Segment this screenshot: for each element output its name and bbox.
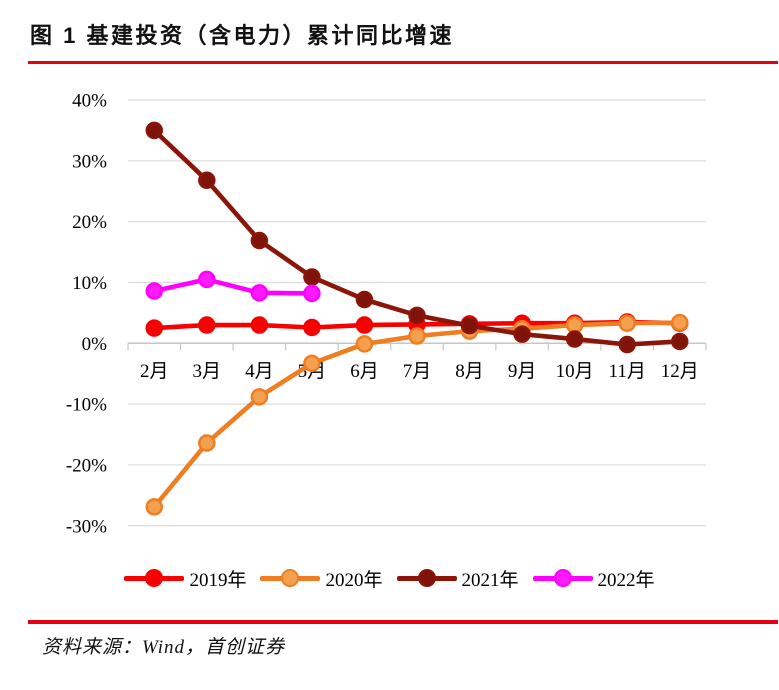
data-point-marker <box>250 316 269 334</box>
legend-label: 2021年 <box>461 569 519 591</box>
legend-marker-icon <box>532 569 593 587</box>
legend-item: 2022年 <box>532 565 655 592</box>
x-tick-label: 7月 <box>403 361 432 382</box>
x-tick-label: 12月 <box>661 361 699 382</box>
data-point-marker <box>198 270 216 289</box>
y-tick-label: 40% <box>72 91 107 112</box>
data-point-marker <box>250 388 269 406</box>
data-point-marker <box>513 325 531 343</box>
data-point-marker <box>355 335 374 353</box>
data-point-marker <box>670 313 689 332</box>
data-point-marker <box>250 284 269 302</box>
x-tick-label: 9月 <box>508 361 537 382</box>
data-point-marker <box>355 316 374 334</box>
data-point-marker <box>250 231 269 250</box>
legend-marker-icon <box>396 569 457 587</box>
data-point-marker <box>618 314 636 332</box>
legend-marker-icon <box>124 569 185 587</box>
data-point-marker <box>355 290 374 309</box>
data-point-marker <box>303 284 321 303</box>
data-point-marker <box>145 121 164 140</box>
legend-label: 2022年 <box>597 569 655 591</box>
footer-rule <box>28 620 778 624</box>
legend-item: 2019年 <box>124 565 246 592</box>
x-tick-label: 3月 <box>193 361 222 382</box>
x-tick-label: 4月 <box>245 361 274 382</box>
x-tick-label: 2月 <box>140 361 169 382</box>
data-point-marker <box>303 354 321 373</box>
y-tick-label: -20% <box>66 455 107 476</box>
legend-marker-icon <box>260 569 321 587</box>
data-point-marker <box>198 171 216 190</box>
y-tick-label: 30% <box>72 151 107 172</box>
y-tick-label: -10% <box>66 395 107 416</box>
x-tick-label: 6月 <box>350 361 379 382</box>
data-point-marker <box>145 282 164 300</box>
data-point-marker <box>460 316 479 335</box>
chart-legend: 2019年 2020年 2021年 2022年 <box>0 560 779 596</box>
x-tick-label: 8月 <box>455 361 484 382</box>
data-point-marker <box>670 332 689 351</box>
data-point-marker <box>565 330 584 348</box>
data-point-marker <box>198 316 216 334</box>
y-tick-label: 20% <box>72 212 107 233</box>
x-tick-label: 10月 <box>556 361 594 382</box>
y-tick-label: 10% <box>72 273 107 294</box>
data-point-marker <box>145 498 164 516</box>
legend-item: 2020年 <box>260 565 383 592</box>
data-point-marker <box>303 318 321 337</box>
data-point-marker <box>408 306 426 325</box>
x-tick-label: 11月 <box>609 361 646 382</box>
data-point-marker <box>303 268 321 286</box>
legend-item: 2021年 <box>396 565 519 592</box>
figure-title: 图 1 基建投资（含电力）累计同比增速 <box>30 23 454 48</box>
data-point-marker <box>198 434 216 452</box>
legend-label: 2020年 <box>325 569 383 591</box>
source-note: 资料来源：Wind，首创证券 <box>42 637 286 658</box>
data-point-marker <box>145 319 164 337</box>
legend-label: 2019年 <box>189 569 247 591</box>
y-tick-label: -30% <box>66 516 107 537</box>
data-point-marker <box>618 335 636 354</box>
series-line <box>151 277 315 296</box>
data-point-marker <box>408 327 426 345</box>
y-tick-label: 0% <box>82 334 108 355</box>
title-underline-rule <box>28 61 778 64</box>
